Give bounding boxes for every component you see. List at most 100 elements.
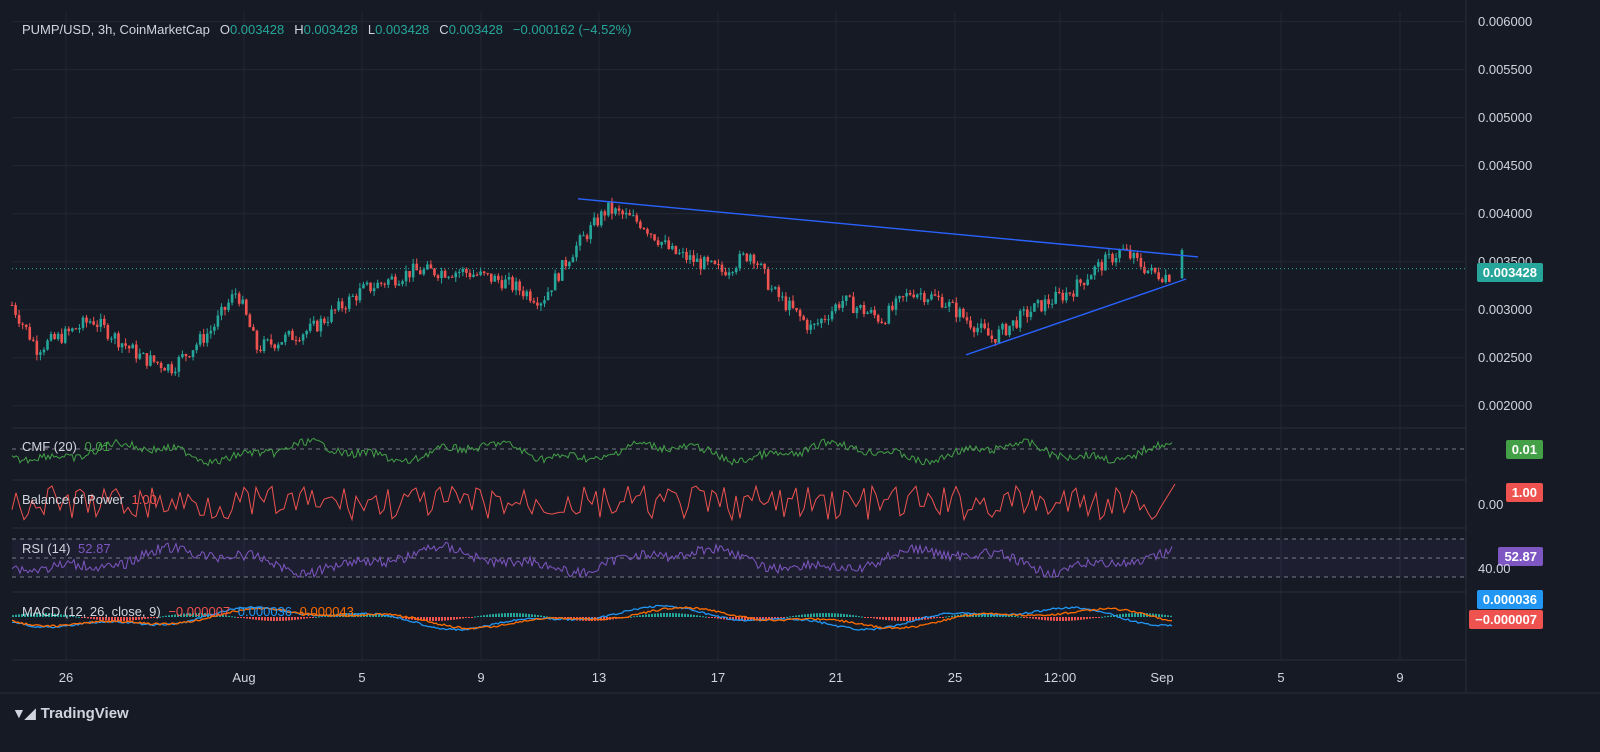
macd-histogram-bar — [147, 617, 149, 619]
macd-histogram-bar — [441, 617, 443, 621]
macd-histogram-bar — [78, 616, 80, 618]
candle-body — [198, 334, 202, 345]
candle-body — [692, 255, 695, 263]
candle-body — [1054, 291, 1057, 304]
candle-body — [415, 263, 418, 271]
candle-body — [319, 318, 323, 332]
macd-histogram-bar — [258, 617, 260, 621]
macd-histogram-bar — [84, 617, 86, 618]
macd-histogram-bar — [90, 617, 92, 619]
candle-body — [408, 270, 411, 278]
candle-body — [816, 323, 820, 325]
candle-body — [639, 221, 642, 229]
price-candles — [10, 197, 1466, 378]
macd-histogram-bar — [1032, 617, 1034, 619]
candle-body — [67, 328, 71, 332]
macd-histogram-bar — [405, 617, 407, 619]
macd-histogram-bar — [312, 617, 314, 618]
rsi-value: 52.87 — [78, 541, 111, 556]
candle-body — [575, 245, 578, 258]
symbol-title[interactable]: PUMP/USD, 3h, CoinMarketCap — [22, 22, 210, 37]
macd-histogram-bar — [864, 617, 866, 618]
macd-histogram-bar — [1038, 617, 1040, 620]
macd-histogram-bar — [690, 614, 692, 617]
candle-body — [543, 300, 546, 304]
candle-body — [908, 292, 912, 295]
candle-body — [1008, 325, 1011, 336]
candle-body — [855, 307, 859, 314]
macd-histogram-bar — [867, 617, 869, 618]
candle-body — [1065, 292, 1068, 301]
candle-body — [749, 254, 752, 262]
candle-body — [308, 323, 312, 331]
candle-body — [585, 235, 589, 240]
macd-histogram-bar — [447, 617, 449, 621]
candle-body — [17, 315, 21, 324]
macd-histogram-bar — [99, 617, 101, 620]
macd-hist-badge: −0.000007 — [1469, 610, 1543, 629]
macd-histogram-bar — [732, 617, 734, 621]
candle-body — [74, 328, 78, 330]
macd-histogram-bar — [102, 617, 104, 621]
macd-histogram-bar — [804, 614, 806, 617]
trendline-upper — [577, 198, 1199, 258]
macd-histogram-bar — [162, 616, 164, 618]
macd-histogram-bar — [75, 616, 77, 618]
candle-body — [163, 368, 166, 371]
candle-body — [955, 302, 958, 318]
macd-histogram-bar — [636, 615, 638, 617]
cmf-legend[interactable]: CMF (20) 0.01 — [22, 439, 110, 454]
candle-body — [958, 308, 962, 318]
candle-body — [443, 270, 447, 278]
tradingview-brand[interactable]: ▼◢ TradingView — [12, 705, 129, 722]
candle-body — [287, 330, 291, 335]
macd-histogram-bar — [471, 617, 473, 618]
candle-body — [894, 298, 898, 310]
candle-body — [32, 339, 35, 341]
macd-histogram-bar — [633, 616, 635, 618]
macd-histogram-bar — [132, 617, 134, 621]
candle-body — [624, 212, 628, 215]
macd-legend[interactable]: MACD (12, 26, close, 9) −0.000007 0.0000… — [22, 604, 354, 619]
indicator-panes — [11, 437, 1466, 631]
macd-histogram-bar — [714, 617, 716, 619]
candle-body — [482, 271, 486, 274]
candle-body — [99, 318, 103, 327]
macd-histogram-bar — [543, 615, 545, 617]
candle-body — [159, 362, 163, 369]
cmf-value: 0.01 — [84, 439, 110, 454]
bop-legend[interactable]: Balance of Power 1.00 — [22, 492, 157, 507]
macd-histogram-bar — [1164, 614, 1166, 617]
macd-histogram-bar — [348, 613, 350, 617]
candle-body — [1043, 299, 1047, 312]
macd-histogram-bar — [492, 614, 494, 617]
macd-histogram-bar — [294, 617, 296, 620]
candle-body — [241, 299, 245, 304]
candle-body — [809, 324, 813, 330]
macd-histogram-bar — [426, 617, 428, 621]
candle-body — [131, 344, 134, 349]
candle-body — [781, 296, 784, 298]
rsi-legend[interactable]: RSI (14) 52.87 — [22, 541, 111, 556]
candle-body — [582, 235, 585, 237]
candle-body — [685, 251, 688, 260]
candle-body — [678, 252, 681, 254]
candle-body — [919, 293, 923, 295]
candle-body — [745, 253, 749, 262]
candle-body — [525, 291, 529, 297]
price-tick-label: 0.002500 — [1478, 349, 1533, 365]
candle-body — [209, 330, 213, 334]
candle-body — [1104, 254, 1107, 271]
macd-histogram-bar — [693, 614, 695, 617]
macd-histogram-bar — [669, 613, 671, 617]
bop-badge: 1.00 — [1505, 483, 1543, 502]
macd-histogram-bar — [504, 613, 506, 617]
candle-body — [802, 316, 805, 320]
macd-histogram-bar — [18, 614, 20, 617]
macd-histogram-bar — [111, 617, 113, 621]
candle-body — [529, 291, 532, 301]
candle-body — [245, 299, 248, 315]
candle-body — [642, 228, 646, 230]
candle-body — [507, 277, 511, 280]
